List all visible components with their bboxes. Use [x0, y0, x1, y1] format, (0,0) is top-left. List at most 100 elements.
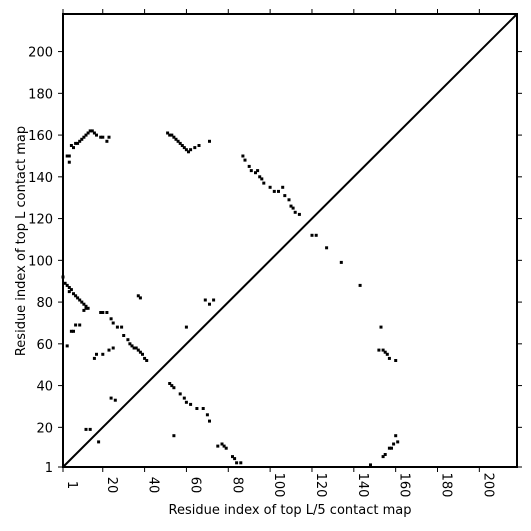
contact-point [224, 446, 228, 450]
contact-point [74, 294, 78, 298]
x-tick-label: 200 [480, 473, 495, 498]
contact-point [109, 396, 113, 400]
contact-point [69, 288, 73, 292]
contact-point [111, 321, 115, 325]
contact-point [141, 352, 144, 356]
x-tick-label: 40 [146, 477, 161, 494]
y-axis-title: Residue index of top L contact map [14, 126, 29, 356]
contact-point [314, 233, 318, 237]
contact-point [189, 402, 193, 406]
contact-point [84, 306, 88, 310]
contact-point [383, 453, 387, 456]
contact-point [109, 317, 113, 321]
x-tick-label: 160 [397, 473, 412, 498]
contact-point [385, 352, 389, 356]
contact-point [172, 386, 176, 390]
contact-point [120, 325, 124, 329]
contact-point [203, 298, 207, 302]
y-tick-label: 20 [36, 421, 53, 436]
y-tick-label: 1 [45, 461, 53, 476]
contact-point [193, 146, 197, 150]
y-tick-label: 160 [28, 129, 53, 144]
y-tick-label: 120 [28, 213, 53, 228]
x-tick-label: 100 [271, 473, 286, 498]
contact-point [95, 133, 98, 137]
contact-point [205, 413, 209, 417]
contact-point [262, 181, 266, 185]
contact-point [281, 185, 285, 189]
contact-point [67, 286, 71, 289]
contact-point [136, 294, 140, 298]
contact-point [65, 154, 69, 158]
contact-point [291, 206, 295, 210]
contact-point [197, 144, 201, 147]
contact-point [180, 144, 184, 147]
contact-point [136, 348, 140, 352]
contact-point [369, 463, 372, 467]
contact-point [174, 137, 178, 141]
contact-point [67, 290, 71, 294]
y-tick-label: 100 [28, 254, 53, 269]
contact-point [92, 356, 96, 360]
contact-point [212, 298, 216, 302]
contact-point [392, 442, 396, 446]
contact-point [88, 427, 92, 431]
contact-point [189, 148, 193, 152]
contact-point [293, 210, 297, 214]
contact-point [387, 356, 391, 360]
contact-point [358, 283, 362, 287]
contact-point [260, 177, 264, 181]
contact-point [65, 283, 69, 287]
x-tick-label: 120 [313, 473, 328, 498]
contact-point [220, 442, 224, 446]
contact-point [339, 260, 343, 264]
contact-point [76, 296, 80, 300]
contact-point [111, 346, 115, 350]
contact-point [78, 323, 82, 327]
contact-point [101, 311, 105, 314]
contact-point [178, 392, 182, 396]
contact-point [90, 129, 94, 133]
contact-point [113, 398, 117, 402]
contact-point [69, 329, 73, 333]
contact-point [126, 338, 130, 342]
x-tick-label: 180 [438, 473, 453, 498]
x-tick-label: 80 [229, 477, 244, 494]
contact-point [122, 334, 126, 337]
contact-point [132, 346, 136, 350]
contact-point [82, 308, 86, 312]
contact-point [99, 135, 103, 139]
contact-point [325, 246, 329, 250]
contact-point [310, 233, 314, 237]
contact-point [239, 461, 243, 465]
contact-point [381, 455, 385, 459]
contact-point [258, 175, 262, 179]
contact-point [82, 302, 86, 306]
y-tick-label: 80 [36, 296, 53, 311]
y-tick-label: 200 [28, 46, 53, 61]
contact-point [383, 350, 387, 354]
contact-point [272, 189, 276, 193]
y-tick-label: 60 [36, 338, 53, 353]
contact-point [134, 346, 138, 350]
contact-point [377, 348, 381, 352]
contact-point [86, 131, 90, 135]
contact-point [63, 281, 67, 285]
contact-point [168, 382, 172, 385]
contact-point [172, 434, 176, 438]
contact-point [289, 204, 293, 208]
x-axis-title: Residue index of top L/5 contact map [169, 503, 412, 518]
contact-point [72, 329, 75, 333]
contact-point [143, 356, 147, 360]
contact-point [97, 440, 101, 444]
y-tick-label: 40 [36, 380, 53, 395]
contact-point [101, 352, 105, 356]
contact-point [283, 194, 287, 198]
contact-point [80, 300, 84, 304]
contact-point [208, 419, 211, 423]
contact-point [145, 359, 149, 362]
y-tick-label: 140 [28, 171, 53, 186]
contact-point [107, 135, 111, 139]
contact-point [208, 139, 211, 143]
contact-point [231, 455, 234, 459]
